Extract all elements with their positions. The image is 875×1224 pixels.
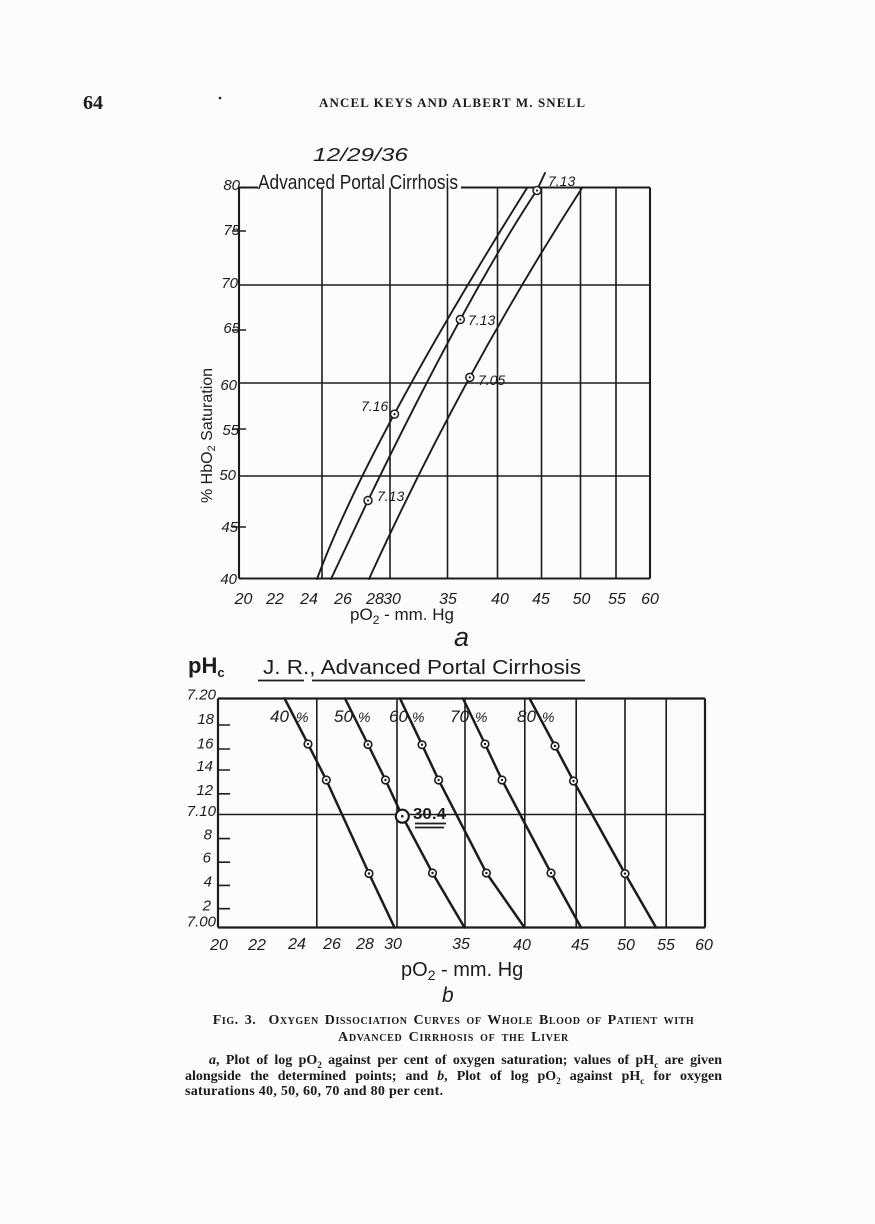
svg-text:60: 60 — [695, 937, 713, 954]
svg-text:7.13: 7.13 — [548, 173, 575, 189]
svg-text:2: 2 — [202, 897, 212, 914]
svg-text:40: 40 — [513, 937, 531, 954]
svg-text:65: 65 — [223, 320, 240, 337]
svg-text:24: 24 — [287, 936, 306, 953]
svg-text:40: 40 — [491, 591, 509, 608]
svg-text:J. R., Advanced Portal Cirrhos: J. R., Advanced Portal Cirrhosis — [263, 657, 581, 679]
svg-text:b: b — [442, 984, 454, 1007]
svg-text:7.05: 7.05 — [478, 372, 505, 388]
svg-text:28: 28 — [365, 591, 384, 608]
svg-text:pHc: pHc — [188, 653, 225, 680]
svg-text:7.13: 7.13 — [377, 488, 404, 504]
svg-text:35: 35 — [439, 591, 457, 608]
svg-text:50: 50 — [334, 707, 353, 726]
svg-text:%: % — [542, 709, 554, 725]
svg-text:22: 22 — [247, 937, 266, 954]
svg-text:16: 16 — [197, 736, 214, 753]
svg-text:%: % — [412, 709, 424, 725]
svg-text:%: % — [358, 709, 370, 725]
svg-text:45: 45 — [221, 519, 238, 536]
svg-text:14: 14 — [196, 758, 213, 775]
svg-text:30.4: 30.4 — [413, 806, 446, 823]
svg-text:7.13: 7.13 — [468, 312, 495, 328]
svg-text:7.00: 7.00 — [187, 914, 217, 931]
svg-text:40: 40 — [220, 571, 237, 588]
svg-text:26: 26 — [333, 591, 352, 608]
svg-text:50: 50 — [573, 591, 591, 608]
svg-text:70: 70 — [450, 707, 469, 726]
svg-text:50: 50 — [219, 467, 236, 484]
svg-text:30: 30 — [383, 591, 401, 608]
svg-text:50: 50 — [617, 937, 635, 954]
svg-text:7.16: 7.16 — [361, 398, 388, 414]
svg-text:45: 45 — [571, 937, 589, 954]
svg-text:75: 75 — [223, 222, 240, 239]
svg-text:35: 35 — [452, 936, 470, 953]
svg-text:7.20: 7.20 — [187, 686, 217, 703]
svg-text:28: 28 — [355, 936, 374, 953]
svg-text:4: 4 — [204, 874, 212, 891]
svg-text:60: 60 — [220, 377, 237, 394]
svg-text:80: 80 — [223, 177, 240, 194]
svg-text:55: 55 — [608, 591, 626, 608]
svg-text:60: 60 — [641, 591, 659, 608]
svg-text:%: % — [296, 709, 308, 725]
svg-text:24: 24 — [299, 591, 318, 608]
svg-text:% HbO2 Saturation: % HbO2 Saturation — [199, 368, 218, 503]
svg-text:pO2 - mm. Hg: pO2 - mm. Hg — [401, 959, 523, 983]
svg-text:60: 60 — [389, 707, 408, 726]
svg-text:12: 12 — [196, 782, 213, 799]
svg-text:40: 40 — [270, 707, 289, 726]
svg-text:12/29/36: 12/29/36 — [313, 145, 409, 165]
svg-text:30: 30 — [384, 936, 402, 953]
svg-text:22: 22 — [265, 591, 284, 608]
svg-text:55: 55 — [222, 422, 239, 439]
svg-text:70: 70 — [221, 275, 238, 292]
svg-text:18: 18 — [197, 711, 214, 728]
svg-text:20: 20 — [234, 591, 253, 608]
svg-text:8: 8 — [204, 826, 213, 843]
svg-text:6: 6 — [203, 850, 212, 867]
svg-text:26: 26 — [322, 936, 341, 953]
svg-text:Advanced Portal Cirrhosis: Advanced Portal Cirrhosis — [258, 172, 458, 194]
svg-text:7.10: 7.10 — [187, 803, 217, 820]
svg-text:a: a — [454, 622, 469, 652]
svg-text:80: 80 — [517, 707, 536, 726]
svg-text:pO2 - mm. Hg: pO2 - mm. Hg — [350, 605, 454, 627]
svg-text:45: 45 — [532, 591, 550, 608]
svg-text:20: 20 — [209, 937, 228, 954]
svg-text:55: 55 — [657, 937, 675, 954]
svg-text:%: % — [475, 709, 487, 725]
